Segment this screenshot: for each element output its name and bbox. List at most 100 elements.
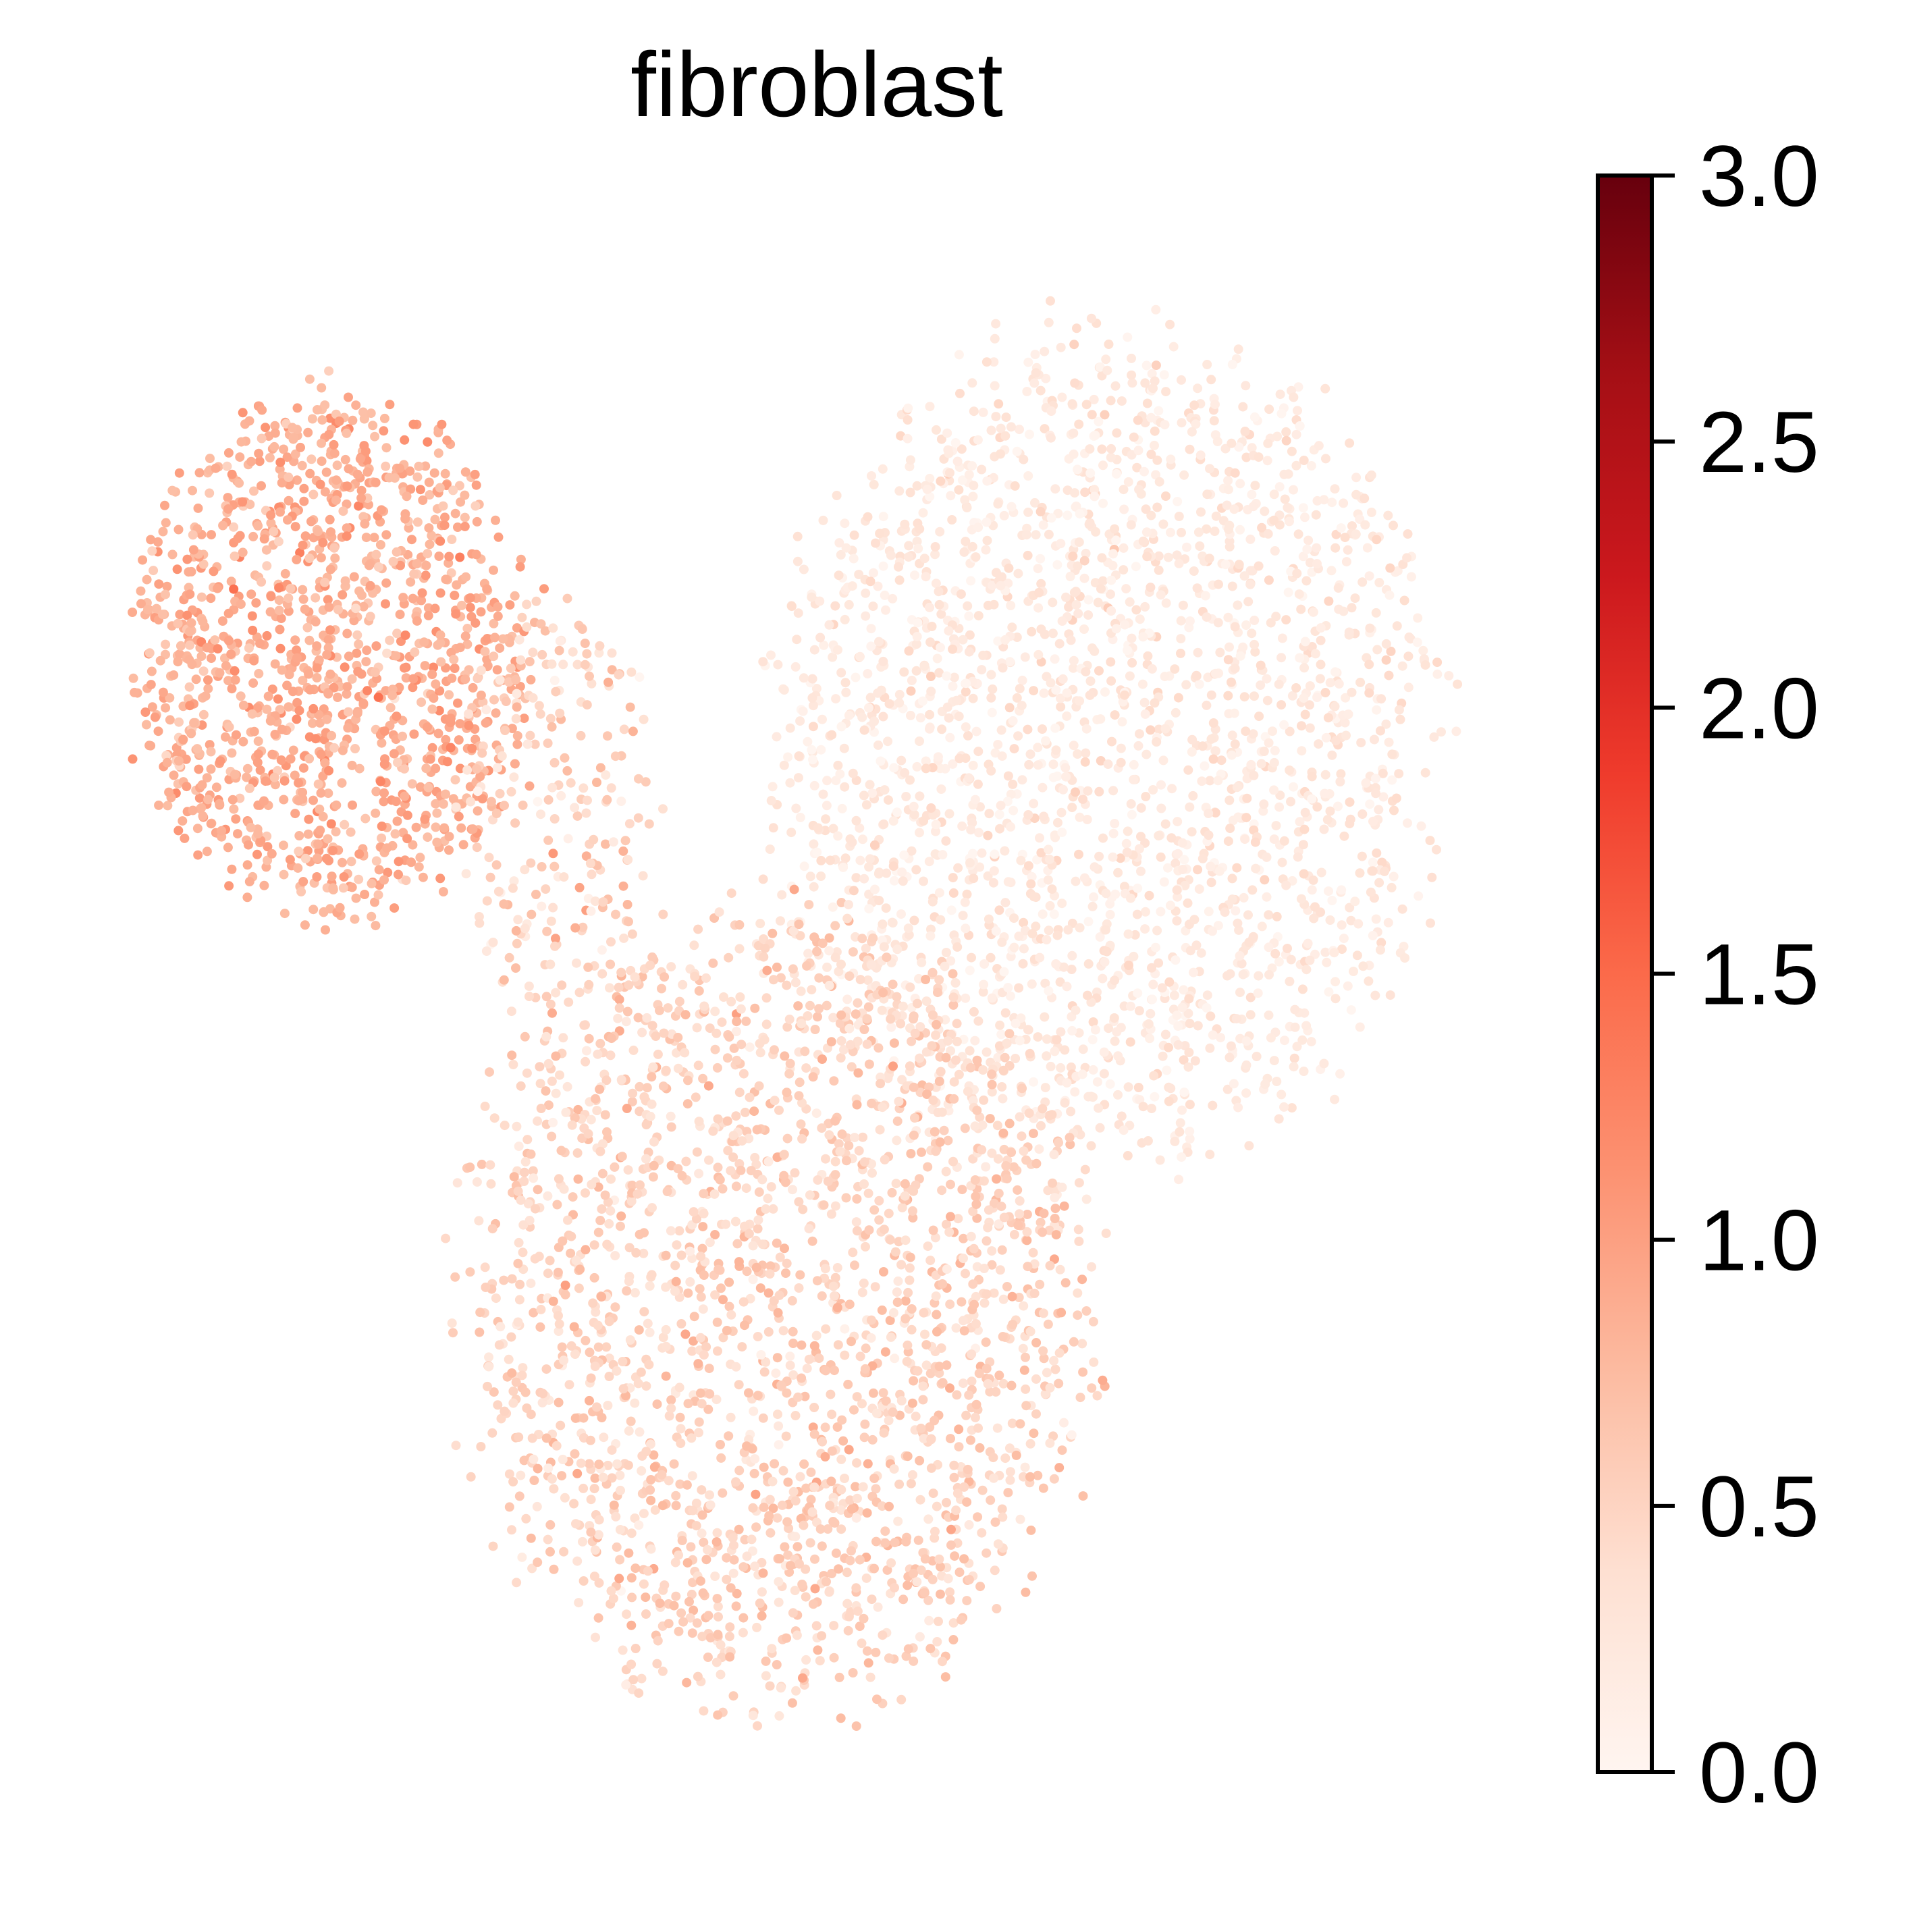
scatter-point [1238,402,1248,412]
scatter-point [833,760,843,770]
scatter-point [687,1589,697,1599]
scatter-point [300,853,311,863]
scatter-point [913,618,923,628]
scatter-point [1315,674,1325,684]
scatter-point [943,1574,953,1584]
scatter-point [1125,597,1135,607]
scatter-point [1185,1100,1195,1110]
scatter-point [861,800,871,810]
scatter-point [446,714,456,724]
scatter-point [1141,749,1152,759]
scatter-point [1227,360,1237,369]
scatter-point [932,1310,942,1320]
scatter-point [1202,524,1212,534]
scatter-point [955,388,965,398]
scatter-point [402,491,412,502]
scatter-point [930,1127,940,1137]
scatter-point [273,537,284,547]
scatter-point [885,1316,895,1325]
scatter-point [649,1462,660,1472]
scatter-point [786,828,797,838]
scatter-point [1089,862,1100,872]
scatter-point [175,649,184,659]
scatter-point [161,518,171,528]
scatter-point [809,1482,819,1493]
scatter-point [893,1516,903,1526]
scatter-point [724,1632,734,1642]
scatter-point [575,1264,585,1274]
scatter-point [1234,442,1244,452]
scatter-point [1269,785,1279,795]
scatter-point [554,1326,564,1336]
scatter-point [805,1000,815,1011]
scatter-point [1127,378,1137,388]
scatter-point [257,405,267,415]
scatter-point [1414,891,1424,901]
scatter-point [850,1260,859,1270]
scatter-point [984,914,994,924]
scatter-point [1269,1056,1279,1066]
scatter-point [286,583,296,593]
scatter-point [899,850,909,860]
scatter-point [232,730,241,740]
scatter-point [1298,503,1308,513]
scatter-point [226,649,236,660]
scatter-point [1147,963,1156,973]
scatter-point [1124,961,1133,970]
scatter-point [912,632,922,641]
scatter-point [783,752,793,762]
scatter-point [1183,1062,1193,1072]
scatter-point [1200,761,1210,771]
scatter-point [973,522,984,533]
scatter-point [223,448,234,458]
scatter-point [1208,1030,1218,1040]
scatter-point [1048,759,1058,770]
scatter-point [1089,394,1099,404]
scatter-point [1110,1036,1120,1046]
scatter-point [794,1197,804,1207]
scatter-point [482,584,492,594]
scatter-point [1154,831,1164,840]
scatter-point [1178,865,1188,874]
scatter-point [1241,1088,1251,1098]
scatter-point [1062,688,1072,698]
scatter-point [300,531,311,541]
scatter-point [251,598,261,608]
scatter-point [1227,894,1237,905]
scatter-point [979,1298,990,1308]
scatter-point [774,1290,784,1300]
scatter-point [876,756,886,766]
scatter-point [1024,759,1034,770]
scatter-point [388,556,398,566]
scatter-point [362,686,373,696]
scatter-point [946,1179,955,1189]
scatter-point [1011,1450,1021,1460]
scatter-point [687,1628,697,1638]
scatter-point [982,476,992,486]
scatter-point [1432,658,1443,668]
scatter-point [259,534,269,544]
scatter-point [630,1288,640,1297]
scatter-point [1173,497,1183,506]
scatter-point [233,533,243,543]
scatter-point [296,886,306,896]
scatter-point [1283,502,1293,512]
scatter-point [888,980,898,990]
scatter-point [1154,477,1164,487]
scatter-point [900,768,910,778]
scatter-point [966,825,976,835]
scatter-point [435,630,446,640]
scatter-point [1380,866,1389,876]
scatter-point [1099,1047,1109,1057]
scatter-point [626,1196,637,1206]
scatter-point [834,1672,844,1682]
scatter-point [1343,709,1353,719]
scatter-point [966,576,976,586]
scatter-point [321,925,330,935]
scatter-point [874,867,884,878]
scatter-point [442,435,452,446]
scatter-point [1179,1055,1189,1065]
scatter-point [863,1459,873,1469]
scatter-point [836,668,846,678]
scatter-point [904,541,914,551]
